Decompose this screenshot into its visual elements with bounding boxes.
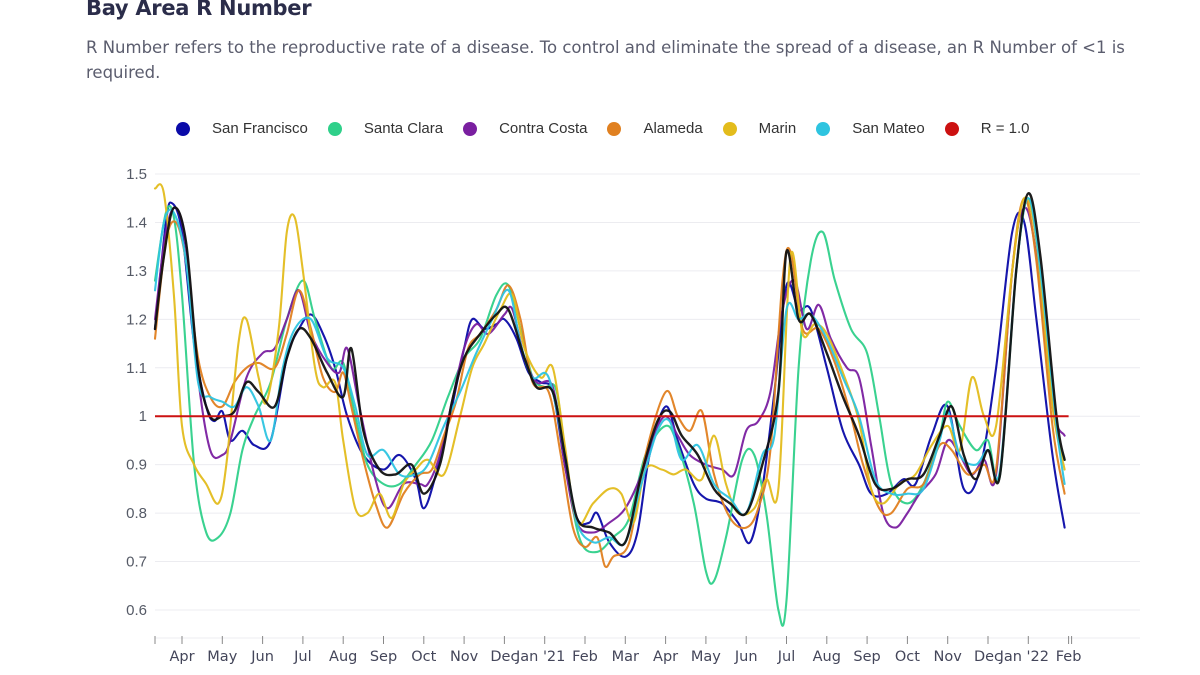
legend-label: Santa Clara: [363, 120, 444, 137]
chart-legend: San Francisco Santa Clara Contra Costa A…: [176, 120, 1050, 137]
legend-swatch: [327, 121, 342, 136]
x-tick-label: Feb: [1056, 649, 1082, 665]
x-tick-label: Mar: [612, 649, 639, 665]
legend-swatch: [176, 121, 190, 136]
x-tick-label: May: [207, 649, 237, 665]
x-tick-label: Jul: [293, 649, 312, 665]
y-tick-label: 1.3: [126, 263, 147, 280]
legend-item-r-reference[interactable]: R = 1.0: [944, 120, 1030, 137]
x-tick-label: Nov: [450, 649, 479, 665]
legend-item-san-francisco[interactable]: San Francisco: [176, 120, 308, 137]
legend-label: San Mateo: [852, 120, 925, 137]
series-line-san-mateo: [153, 197, 1066, 547]
legend-item-contra-costa[interactable]: Contra Costa: [463, 120, 587, 137]
legend-label: Alameda: [643, 120, 703, 137]
x-tick-label: Jul: [777, 649, 796, 665]
y-tick-label: 1.2: [126, 311, 147, 328]
y-tick-label: 1.5: [126, 166, 147, 183]
legend-label: Contra Costa: [499, 120, 588, 137]
x-tick-label: Jan '22: [999, 649, 1049, 665]
y-tick-label: 1.4: [126, 214, 147, 231]
x-tick-label: May: [691, 649, 721, 665]
y-tick-label: 1.1: [126, 360, 147, 377]
y-tick-label: 0.7: [126, 554, 147, 571]
x-tick-label: Sep: [370, 649, 397, 665]
x-tick-label: Jan '21: [515, 649, 565, 665]
legend-item-santa-clara[interactable]: Santa Clara: [327, 120, 444, 137]
grid-lines: [155, 173, 1140, 639]
y-tick-label: 0.6: [126, 602, 147, 619]
y-tick-label: 0.8: [126, 505, 147, 522]
legend-swatch: [722, 121, 737, 136]
y-tick-label: 0.9: [126, 457, 147, 474]
legend-label: R = 1.0: [980, 120, 1030, 137]
x-tick-label: Apr: [169, 649, 194, 665]
x-tick-label: Feb: [572, 649, 598, 665]
legend-item-marin[interactable]: Marin: [722, 120, 797, 137]
x-tick-label: Aug: [329, 649, 357, 665]
legend-swatch: [816, 121, 831, 136]
series-lines: [153, 183, 1066, 627]
series-line-alameda: [153, 197, 1066, 569]
chart-title: Bay Area R Number: [86, 0, 312, 20]
x-tick-label: Dec: [490, 649, 518, 665]
series-line-san-francisco: [153, 201, 1066, 558]
y-axis: 1.5 1.4 1.3 1.2 1.1 1 0.9 0.8 0.7 0.6: [126, 166, 147, 619]
series-line-contra-costa: [153, 206, 1066, 534]
x-tick-label: Sep: [853, 649, 880, 665]
legend-item-san-mateo[interactable]: San Mateo: [816, 120, 925, 137]
series-line-bay-area: [153, 192, 1066, 547]
legend-swatch: [944, 121, 959, 136]
chart-subtitle: R Number refers to the reproductive rate…: [86, 38, 1125, 82]
legend-item-alameda[interactable]: Alameda: [607, 120, 703, 137]
legend-swatch: [463, 121, 478, 136]
y-tick-label: 1: [139, 408, 147, 425]
x-tick-label: Jun: [734, 649, 758, 665]
x-tick-label: Aug: [813, 649, 841, 665]
x-tick-label: Oct: [895, 649, 920, 665]
legend-swatch: [607, 121, 622, 136]
legend-label: San Francisco: [212, 120, 308, 137]
x-tick-label: Nov: [934, 649, 963, 665]
x-tick-label: Jun: [250, 649, 274, 665]
x-tick-label: Oct: [411, 649, 436, 665]
x-tick-label: Apr: [653, 649, 678, 665]
x-tick-label: Dec: [974, 649, 1002, 665]
legend-label: Marin: [758, 120, 797, 137]
